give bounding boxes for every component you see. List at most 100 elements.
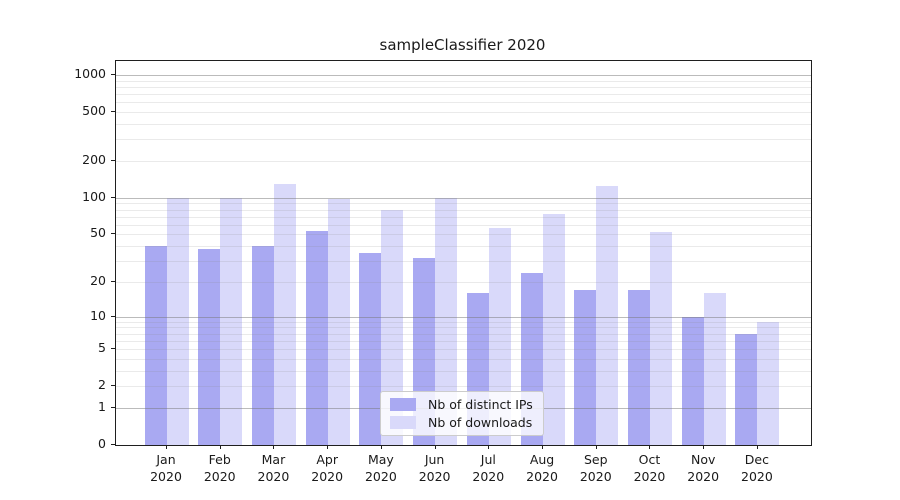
- x-tick-label-year: 2020: [203, 468, 236, 484]
- gridline-minor: [116, 139, 811, 141]
- y-tick-label: 2: [98, 377, 106, 393]
- gridline-major: [116, 75, 811, 77]
- bar-downloads-dec: [757, 321, 780, 445]
- x-tick-label-month: Mar: [261, 452, 286, 467]
- y-tick-label: 10: [90, 307, 106, 323]
- gridline-minor: [116, 327, 811, 329]
- bar-downloads-oct: [649, 232, 672, 445]
- y-tick-label: 0: [98, 436, 106, 451]
- legend-swatch-downloads: [390, 416, 416, 429]
- x-tick-mark: [327, 445, 329, 449]
- gridline-minor: [116, 340, 811, 342]
- x-tick-label-year: 2020: [311, 468, 344, 484]
- bar-distinct-ips-oct: [627, 290, 650, 445]
- x-tick-label-month: Apr: [316, 452, 338, 467]
- x-tick-label-year: 2020: [579, 468, 612, 484]
- gridline-minor: [116, 349, 811, 351]
- gridline-minor: [116, 112, 811, 114]
- x-tick-label-month: Feb: [208, 452, 231, 467]
- gridline-minor: [116, 234, 811, 236]
- bar-downloads-sep: [596, 186, 619, 445]
- gridline-minor: [116, 94, 811, 96]
- chart-title: sampleClassifier 2020: [379, 36, 546, 54]
- x-tick-label-month: Nov: [690, 452, 716, 467]
- bar-distinct-ips-may: [359, 253, 382, 445]
- y-tick-mark: [111, 280, 115, 282]
- gridline-minor: [116, 102, 811, 104]
- bar-downloads-aug: [542, 213, 565, 445]
- bar-distinct-ips-dec: [735, 333, 758, 445]
- bar-downloads-may: [381, 209, 404, 445]
- gridline-minor: [116, 281, 811, 283]
- gridline-minor: [116, 358, 811, 360]
- bar-distinct-ips-jan: [144, 246, 167, 445]
- x-tick-mark: [273, 445, 275, 449]
- x-tick-label-month: Dec: [744, 452, 769, 467]
- x-tick-label-year: 2020: [364, 468, 397, 484]
- y-tick-mark: [111, 233, 115, 235]
- y-tick-mark: [111, 348, 115, 350]
- x-tick-label: Feb 2020: [192, 452, 248, 485]
- bar-downloads-nov: [703, 293, 726, 445]
- x-tick-label: Dec 2020: [729, 452, 785, 485]
- y-tick-label: 5: [98, 340, 106, 356]
- y-tick-label: 100: [82, 188, 106, 204]
- gridline-major: [116, 197, 811, 199]
- gridline-minor: [116, 333, 811, 335]
- x-tick-mark: [380, 445, 382, 449]
- x-tick-label: Sep 2020: [568, 452, 624, 485]
- x-tick-label-year: 2020: [526, 468, 558, 484]
- x-tick-label: Nov 2020: [675, 452, 731, 485]
- x-tick-label-year: 2020: [418, 468, 451, 484]
- y-tick-mark: [111, 444, 115, 445]
- gridline-minor: [116, 321, 811, 323]
- bar-downloads-feb: [220, 197, 243, 445]
- plot-area: Nb of distinct IPs Nb of downloads: [115, 60, 812, 446]
- x-tick-label-month: Oct: [638, 452, 661, 467]
- y-tick-label: 1000: [74, 66, 106, 82]
- x-tick-mark: [595, 445, 597, 449]
- gridline-minor: [116, 209, 811, 211]
- x-tick-mark: [166, 445, 167, 449]
- x-tick-mark: [649, 445, 651, 449]
- bar-downloads-jun: [435, 197, 458, 445]
- x-tick-label-year: 2020: [741, 468, 773, 484]
- legend: Nb of distinct IPs Nb of downloads: [380, 391, 544, 436]
- gridline-minor: [116, 261, 811, 263]
- bar-downloads-mar: [273, 183, 296, 445]
- legend-item-distinct-ips: Nb of distinct IPs: [390, 397, 533, 412]
- gridline-minor: [116, 386, 811, 388]
- x-tick-mark: [756, 445, 758, 449]
- x-tick-mark: [434, 445, 436, 449]
- bar-distinct-ips-mar: [251, 246, 274, 445]
- x-tick-label: Jun 2020: [407, 452, 463, 485]
- gridline-minor: [116, 86, 811, 88]
- x-tick-label-year: 2020: [257, 468, 290, 484]
- y-tick-mark: [111, 111, 115, 113]
- y-tick-mark: [111, 74, 115, 76]
- x-tick-label: Jan 2020: [138, 452, 194, 485]
- x-tick-mark: [703, 445, 705, 449]
- y-tick-mark: [111, 196, 115, 198]
- gridline-minor: [116, 370, 811, 372]
- x-tick-label-month: May: [367, 452, 394, 467]
- x-tick-label-year: 2020: [472, 468, 505, 484]
- y-tick-label: 200: [82, 152, 106, 168]
- legend-item-downloads: Nb of downloads: [390, 415, 533, 430]
- x-tick-label-month: Sep: [583, 452, 608, 467]
- y-tick-mark: [111, 406, 115, 408]
- y-tick-label: 500: [82, 103, 106, 119]
- gridline-minor: [116, 203, 811, 205]
- gridline-major: [116, 316, 811, 318]
- x-tick-label-month: Aug: [529, 452, 555, 467]
- x-tick-label: Aug 2020: [514, 452, 570, 485]
- x-tick-label-year: 2020: [633, 468, 666, 484]
- bar-distinct-ips-apr: [305, 231, 328, 445]
- x-tick-label-month: Jun: [424, 452, 445, 467]
- legend-label-distinct-ips: Nb of distinct IPs: [428, 397, 533, 412]
- y-tick-label: 1: [98, 398, 106, 414]
- bar-distinct-ips-nov: [681, 316, 704, 445]
- y-tick-mark: [111, 160, 115, 162]
- x-tick-mark: [488, 445, 490, 449]
